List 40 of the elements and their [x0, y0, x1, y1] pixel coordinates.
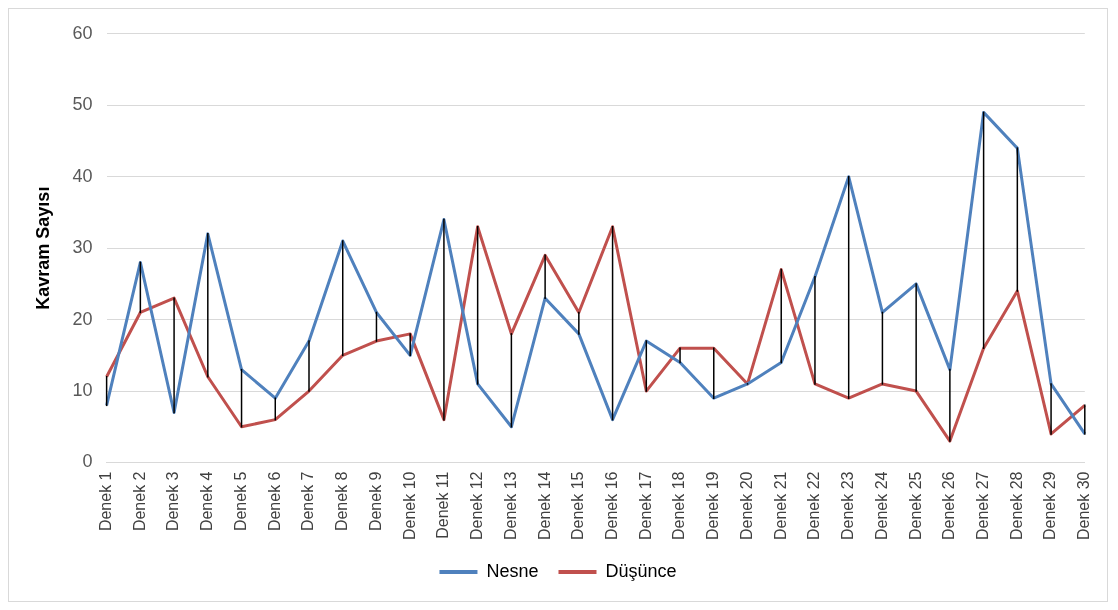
x-tick-label: Denek 21: [771, 471, 789, 541]
y-tick-label: 30: [72, 237, 93, 258]
y-tick-label: 20: [72, 308, 93, 329]
x-tick-label: Denek 15: [569, 471, 587, 541]
x-tick-label: Denek 18: [670, 471, 688, 541]
x-tick-label: Denek 5: [231, 471, 249, 532]
y-tick-label: 60: [72, 22, 93, 43]
x-tick-label: Denek 11: [434, 471, 452, 539]
x-tick-label: Denek 6: [265, 471, 283, 532]
x-tick-label: Denek 1: [97, 471, 115, 532]
legend-label: Nesne: [486, 560, 539, 581]
y-tick-label: 0: [82, 451, 93, 472]
x-tick-label: Denek 10: [400, 471, 418, 541]
x-tick-label: Denek 7: [299, 471, 317, 532]
x-tick-label: Denek 13: [501, 471, 519, 541]
y-axis-title: Kavram Sayısı: [32, 186, 53, 310]
x-tick-label: Denek 22: [805, 471, 823, 541]
y-tick-label: 50: [72, 94, 93, 115]
x-tick-label: Denek 30: [1075, 471, 1093, 541]
x-tick-label: Denek 8: [333, 471, 351, 532]
x-tick-label: Denek 28: [1007, 471, 1025, 541]
x-tick-label: Denek 16: [602, 471, 620, 541]
x-tick-label: Denek 17: [636, 471, 654, 541]
x-tick-label: Denek 25: [906, 471, 924, 541]
y-tick-label: 10: [72, 380, 93, 401]
legend-label: Düşünce: [605, 560, 677, 581]
x-tick-label: Denek 12: [468, 471, 486, 541]
y-tick-label: 40: [72, 165, 93, 186]
x-tick-label: Denek 9: [366, 471, 384, 532]
x-tick-label: Denek 23: [839, 471, 857, 541]
x-tick-label: Denek 27: [974, 471, 992, 541]
x-tick-label: Denek 2: [130, 471, 148, 532]
x-tick-label: Denek 19: [704, 471, 722, 541]
x-tick-label: Denek 20: [737, 471, 755, 541]
x-tick-label: Denek 3: [164, 471, 182, 532]
x-tick-label: Denek 4: [198, 471, 216, 532]
x-tick-label: Denek 26: [940, 471, 958, 541]
x-tick-label: Denek 29: [1041, 471, 1059, 541]
x-tick-label: Denek 14: [535, 471, 553, 541]
x-tick-label: Denek 24: [872, 471, 890, 541]
